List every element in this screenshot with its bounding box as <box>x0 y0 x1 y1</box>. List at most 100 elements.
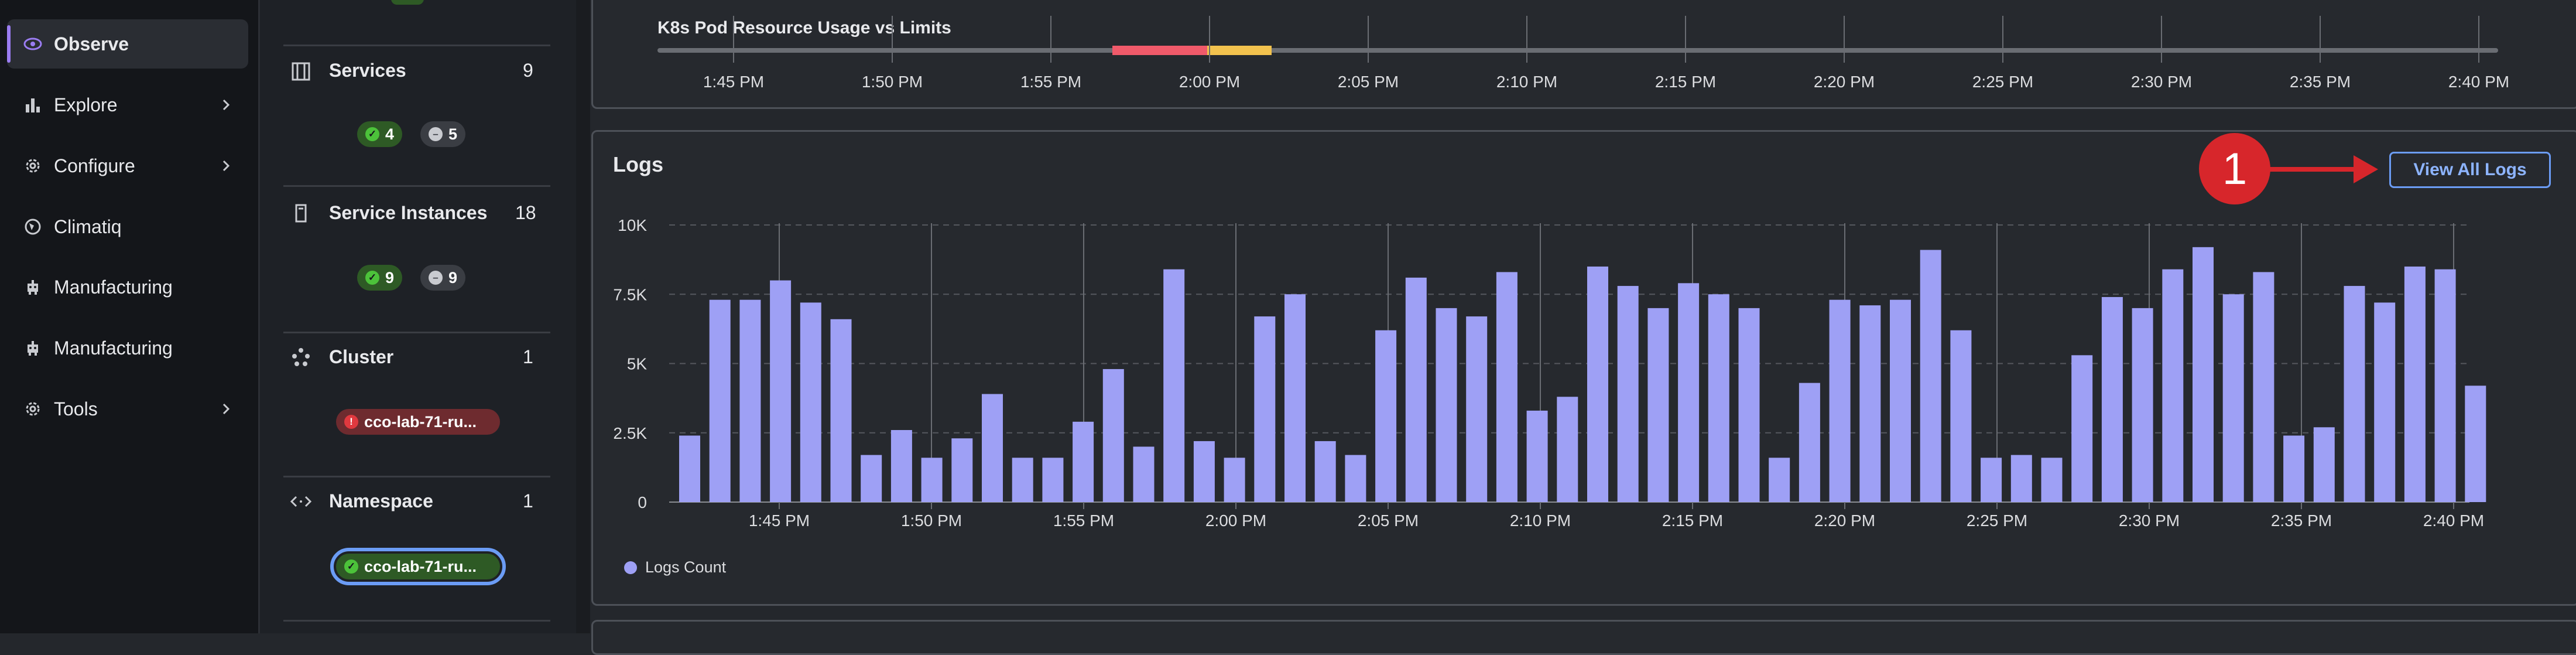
namespace-icon <box>290 496 312 507</box>
bar-logs-count <box>890 430 912 502</box>
bar-logs-count <box>2071 355 2093 502</box>
x-tick-label: 2:30 PM <box>2119 511 2180 530</box>
x-tick-label: 1:50 PM <box>901 511 962 530</box>
bar-logs-count <box>1224 458 1245 502</box>
bar-logs-count <box>1829 299 1851 502</box>
instances-healthy-count: 9 <box>385 268 395 286</box>
chevron-right-icon <box>220 400 232 423</box>
nav-item-tools[interactable]: Tools <box>7 384 248 434</box>
timeline-gridline <box>1526 16 1527 63</box>
bar-logs-count <box>1859 305 1881 502</box>
services-healthy-badge[interactable]: ✓ 4 <box>357 121 403 147</box>
timeline-gridline <box>1209 16 1210 63</box>
robot-icon <box>22 337 43 359</box>
nav-item-label: Explore <box>54 94 118 115</box>
x-tick-label: 2:00 PM <box>1205 511 1266 530</box>
bar-logs-count <box>1708 294 1729 502</box>
bar-logs-count <box>1466 316 1488 502</box>
timeline-gridline <box>2002 16 2003 63</box>
divider <box>283 476 550 477</box>
bar-logs-count <box>1345 455 1366 502</box>
bar-logs-count <box>1557 397 1578 502</box>
bar-logs-count <box>1436 308 1457 502</box>
timeline-tick-label: 2:30 PM <box>2130 73 2193 91</box>
bar-logs-count <box>1375 330 1397 502</box>
nav-item-configure[interactable]: Configure <box>7 141 248 190</box>
timeline-warning-segment[interactable] <box>1207 46 1272 55</box>
instances-unknown-badge[interactable]: –9 <box>420 265 466 291</box>
bar-logs-count <box>2344 286 2365 502</box>
check-icon: ✓ <box>344 560 358 574</box>
nav-item-manufacturing[interactable]: Manufacturing <box>7 323 248 373</box>
bar-logs-count <box>2434 269 2456 502</box>
timeline-tick-label: 2:05 PM <box>1337 73 1399 91</box>
bar-logs-count <box>709 299 731 502</box>
instances-healthy-badge[interactable]: ✓ 9 <box>357 265 403 291</box>
bar-logs-count <box>2374 302 2396 502</box>
instance-icon <box>295 204 307 223</box>
bar-logs-count <box>1405 277 1427 502</box>
instances-unknown-count: 9 <box>448 268 458 286</box>
robot-icon <box>22 277 43 298</box>
logs-title: Logs <box>613 152 663 176</box>
services-title: Services <box>329 60 406 81</box>
annotation-arrow <box>2269 167 2357 172</box>
timeline-gridline <box>1685 16 1686 63</box>
x-tick-label: 2:40 PM <box>2423 511 2484 530</box>
bar-logs-count <box>982 394 1003 502</box>
timeline-gridline <box>1050 16 1051 63</box>
services-unknown-badge[interactable]: –5 <box>420 121 466 147</box>
cluster-badge[interactable]: ! cco-lab-71-ru... <box>336 409 500 435</box>
divider <box>283 45 550 46</box>
bar-logs-count <box>1193 441 1215 502</box>
x-tick-label: 2:15 PM <box>1662 511 1723 530</box>
bar-logs-count <box>1678 283 1700 502</box>
bar-logs-count <box>1950 330 1972 502</box>
bar-logs-count <box>2465 386 2486 502</box>
bar-logs-count <box>1284 294 1306 502</box>
x-tick-label: 2:20 PM <box>1814 511 1875 530</box>
gear-icon <box>22 155 43 176</box>
resource-usage-title: K8s Pod Resource Usage vs Limits <box>657 18 951 37</box>
x-tick-label: 1:45 PM <box>749 511 810 530</box>
timeline-gridline <box>2478 16 2479 63</box>
nav-item-explore[interactable]: Explore <box>7 80 248 129</box>
bar-logs-count <box>1526 410 1548 502</box>
nav-item-manufacturing[interactable]: Manufacturing <box>7 262 248 312</box>
service-instances-title: Service Instances <box>329 202 488 223</box>
nav-item-label: Observe <box>54 33 129 54</box>
logs-chart: 0 2.5K 5K 7.5K 10K 1:45 PM 1:50 PM 1:55 PM 2:00 … <box>613 216 2486 530</box>
services-icon <box>292 62 310 81</box>
legend-label: Logs Count <box>645 558 727 576</box>
x-tick-label: 2:10 PM <box>1510 511 1571 530</box>
bar-logs-count <box>2101 296 2123 502</box>
services-count: 9 <box>523 60 533 81</box>
legend-swatch <box>624 561 637 574</box>
cluster-icon <box>292 348 310 366</box>
bar-logs-count <box>2162 269 2184 502</box>
timeline-gridline <box>2320 16 2321 63</box>
timeline-tick-label: 2:35 PM <box>2289 73 2351 91</box>
bar-logs-count <box>1012 458 1033 502</box>
y-tick-label: 10K <box>618 216 647 234</box>
bar-logs-count <box>2404 266 2426 502</box>
gear-icon <box>22 398 43 419</box>
namespace-badge[interactable]: ✓ cco-lab-71-ru... <box>330 548 506 585</box>
bar-logs-count <box>1617 286 1639 502</box>
nav-item-climatiq[interactable]: Climatiq <box>7 202 248 251</box>
timeline-tick-label: 1:45 PM <box>703 73 765 91</box>
bar-logs-count <box>951 438 973 502</box>
timeline-tick-label: 2:40 PM <box>2448 73 2510 91</box>
timeline-tick-label: 1:50 PM <box>861 73 923 91</box>
bar-logs-count <box>1042 458 1064 502</box>
timeline-gridline <box>892 16 893 63</box>
minus-icon: – <box>429 271 443 285</box>
view-all-logs-button[interactable]: View All Logs <box>2389 152 2551 188</box>
services-healthy-count: 4 <box>385 125 395 143</box>
entity-panel <box>260 0 578 633</box>
cluster-name: cco-lab-71-ru... <box>364 412 477 431</box>
nav-item-label: Tools <box>54 398 98 419</box>
nav-item-observe[interactable]: Observe <box>7 19 248 69</box>
bar-logs-count <box>1133 446 1155 502</box>
timeline-critical-segment[interactable] <box>1112 46 1207 55</box>
